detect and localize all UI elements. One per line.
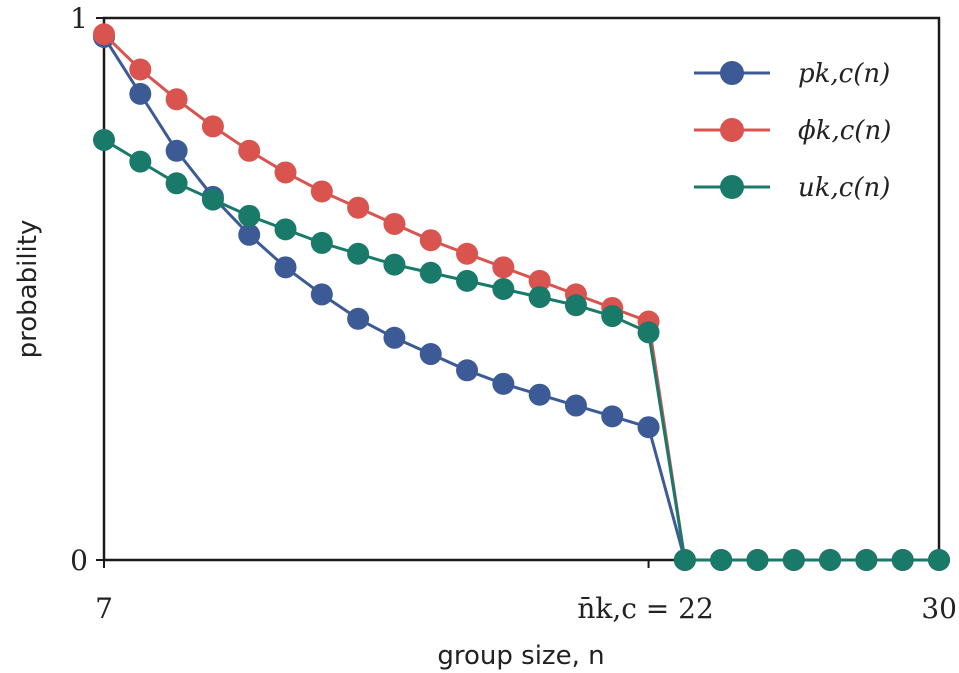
- data-point: [528, 269, 551, 292]
- data-point: [456, 242, 479, 265]
- data-point: [710, 549, 733, 571]
- data-point: [637, 321, 660, 344]
- data-point: [419, 261, 442, 284]
- data-point: [601, 405, 624, 428]
- data-point: [129, 82, 152, 105]
- x-tick-label: n̄k,c = 22: [577, 592, 713, 625]
- y-tick-label: 0: [70, 544, 88, 577]
- data-point: [201, 115, 224, 138]
- data-point: [492, 372, 515, 395]
- data-point: [165, 172, 188, 195]
- data-point: [238, 139, 261, 162]
- data-point: [93, 23, 115, 46]
- legend-label: ϕk,c(n): [798, 116, 891, 146]
- y-tick-label: 1: [70, 2, 88, 35]
- data-point: [564, 394, 587, 417]
- data-point: [419, 229, 442, 252]
- data-point: [456, 359, 479, 382]
- data-point: [310, 283, 333, 306]
- data-point: [855, 549, 878, 571]
- data-point: [274, 256, 297, 279]
- data-point: [673, 549, 696, 571]
- y-ticks: 01: [70, 2, 104, 577]
- series-2: [93, 128, 950, 571]
- data-point: [310, 180, 333, 203]
- x-axis-label: group size, n: [437, 641, 604, 671]
- legend-marker: [720, 118, 744, 142]
- legend-item: pk,c(n): [694, 59, 890, 89]
- legend-label: pk,c(n): [798, 59, 890, 89]
- plot-frame: [102, 16, 941, 562]
- data-point: [310, 231, 333, 254]
- data-point: [347, 307, 370, 330]
- data-point: [528, 383, 551, 406]
- x-tick-label: 7: [95, 592, 113, 625]
- data-point: [165, 139, 188, 162]
- legend-marker: [720, 61, 744, 85]
- data-point: [93, 128, 115, 151]
- x-ticks: 7 n̄k,c = 22 30: [95, 560, 957, 625]
- data-point: [782, 549, 805, 571]
- data-point: [347, 242, 370, 265]
- data-point: [928, 549, 950, 571]
- series-1: [93, 23, 950, 571]
- data-point: [601, 305, 624, 328]
- series-0: [93, 25, 950, 571]
- data-point: [492, 278, 515, 300]
- legend: pk,c(n) ϕk,c(n) uk,c(n): [694, 59, 891, 203]
- legend-item: ϕk,c(n): [694, 116, 891, 146]
- data-point: [129, 150, 152, 173]
- data-point: [238, 223, 261, 246]
- data-point: [129, 58, 152, 81]
- data-point: [347, 196, 370, 219]
- data-point: [456, 269, 479, 292]
- data-point: [383, 253, 406, 276]
- data-point: [165, 88, 188, 111]
- data-point: [419, 343, 442, 366]
- series-line: [102, 33, 939, 562]
- data-point: [637, 416, 660, 439]
- data-point: [201, 188, 224, 211]
- x-tick-label: 30: [921, 592, 957, 625]
- data-point: [274, 218, 297, 241]
- data-point: [746, 549, 769, 571]
- series-group: [93, 23, 950, 571]
- data-point: [383, 326, 406, 349]
- data-point: [274, 161, 297, 184]
- data-point: [238, 204, 261, 227]
- data-point: [492, 256, 515, 279]
- legend-item: uk,c(n): [694, 173, 890, 203]
- y-axis-label: probability: [13, 220, 43, 359]
- data-point: [383, 212, 406, 235]
- data-point: [819, 549, 842, 571]
- data-point: [528, 286, 551, 309]
- legend-marker: [720, 175, 744, 199]
- data-point: [564, 294, 587, 317]
- data-point: [891, 549, 914, 571]
- legend-label: uk,c(n): [798, 173, 890, 203]
